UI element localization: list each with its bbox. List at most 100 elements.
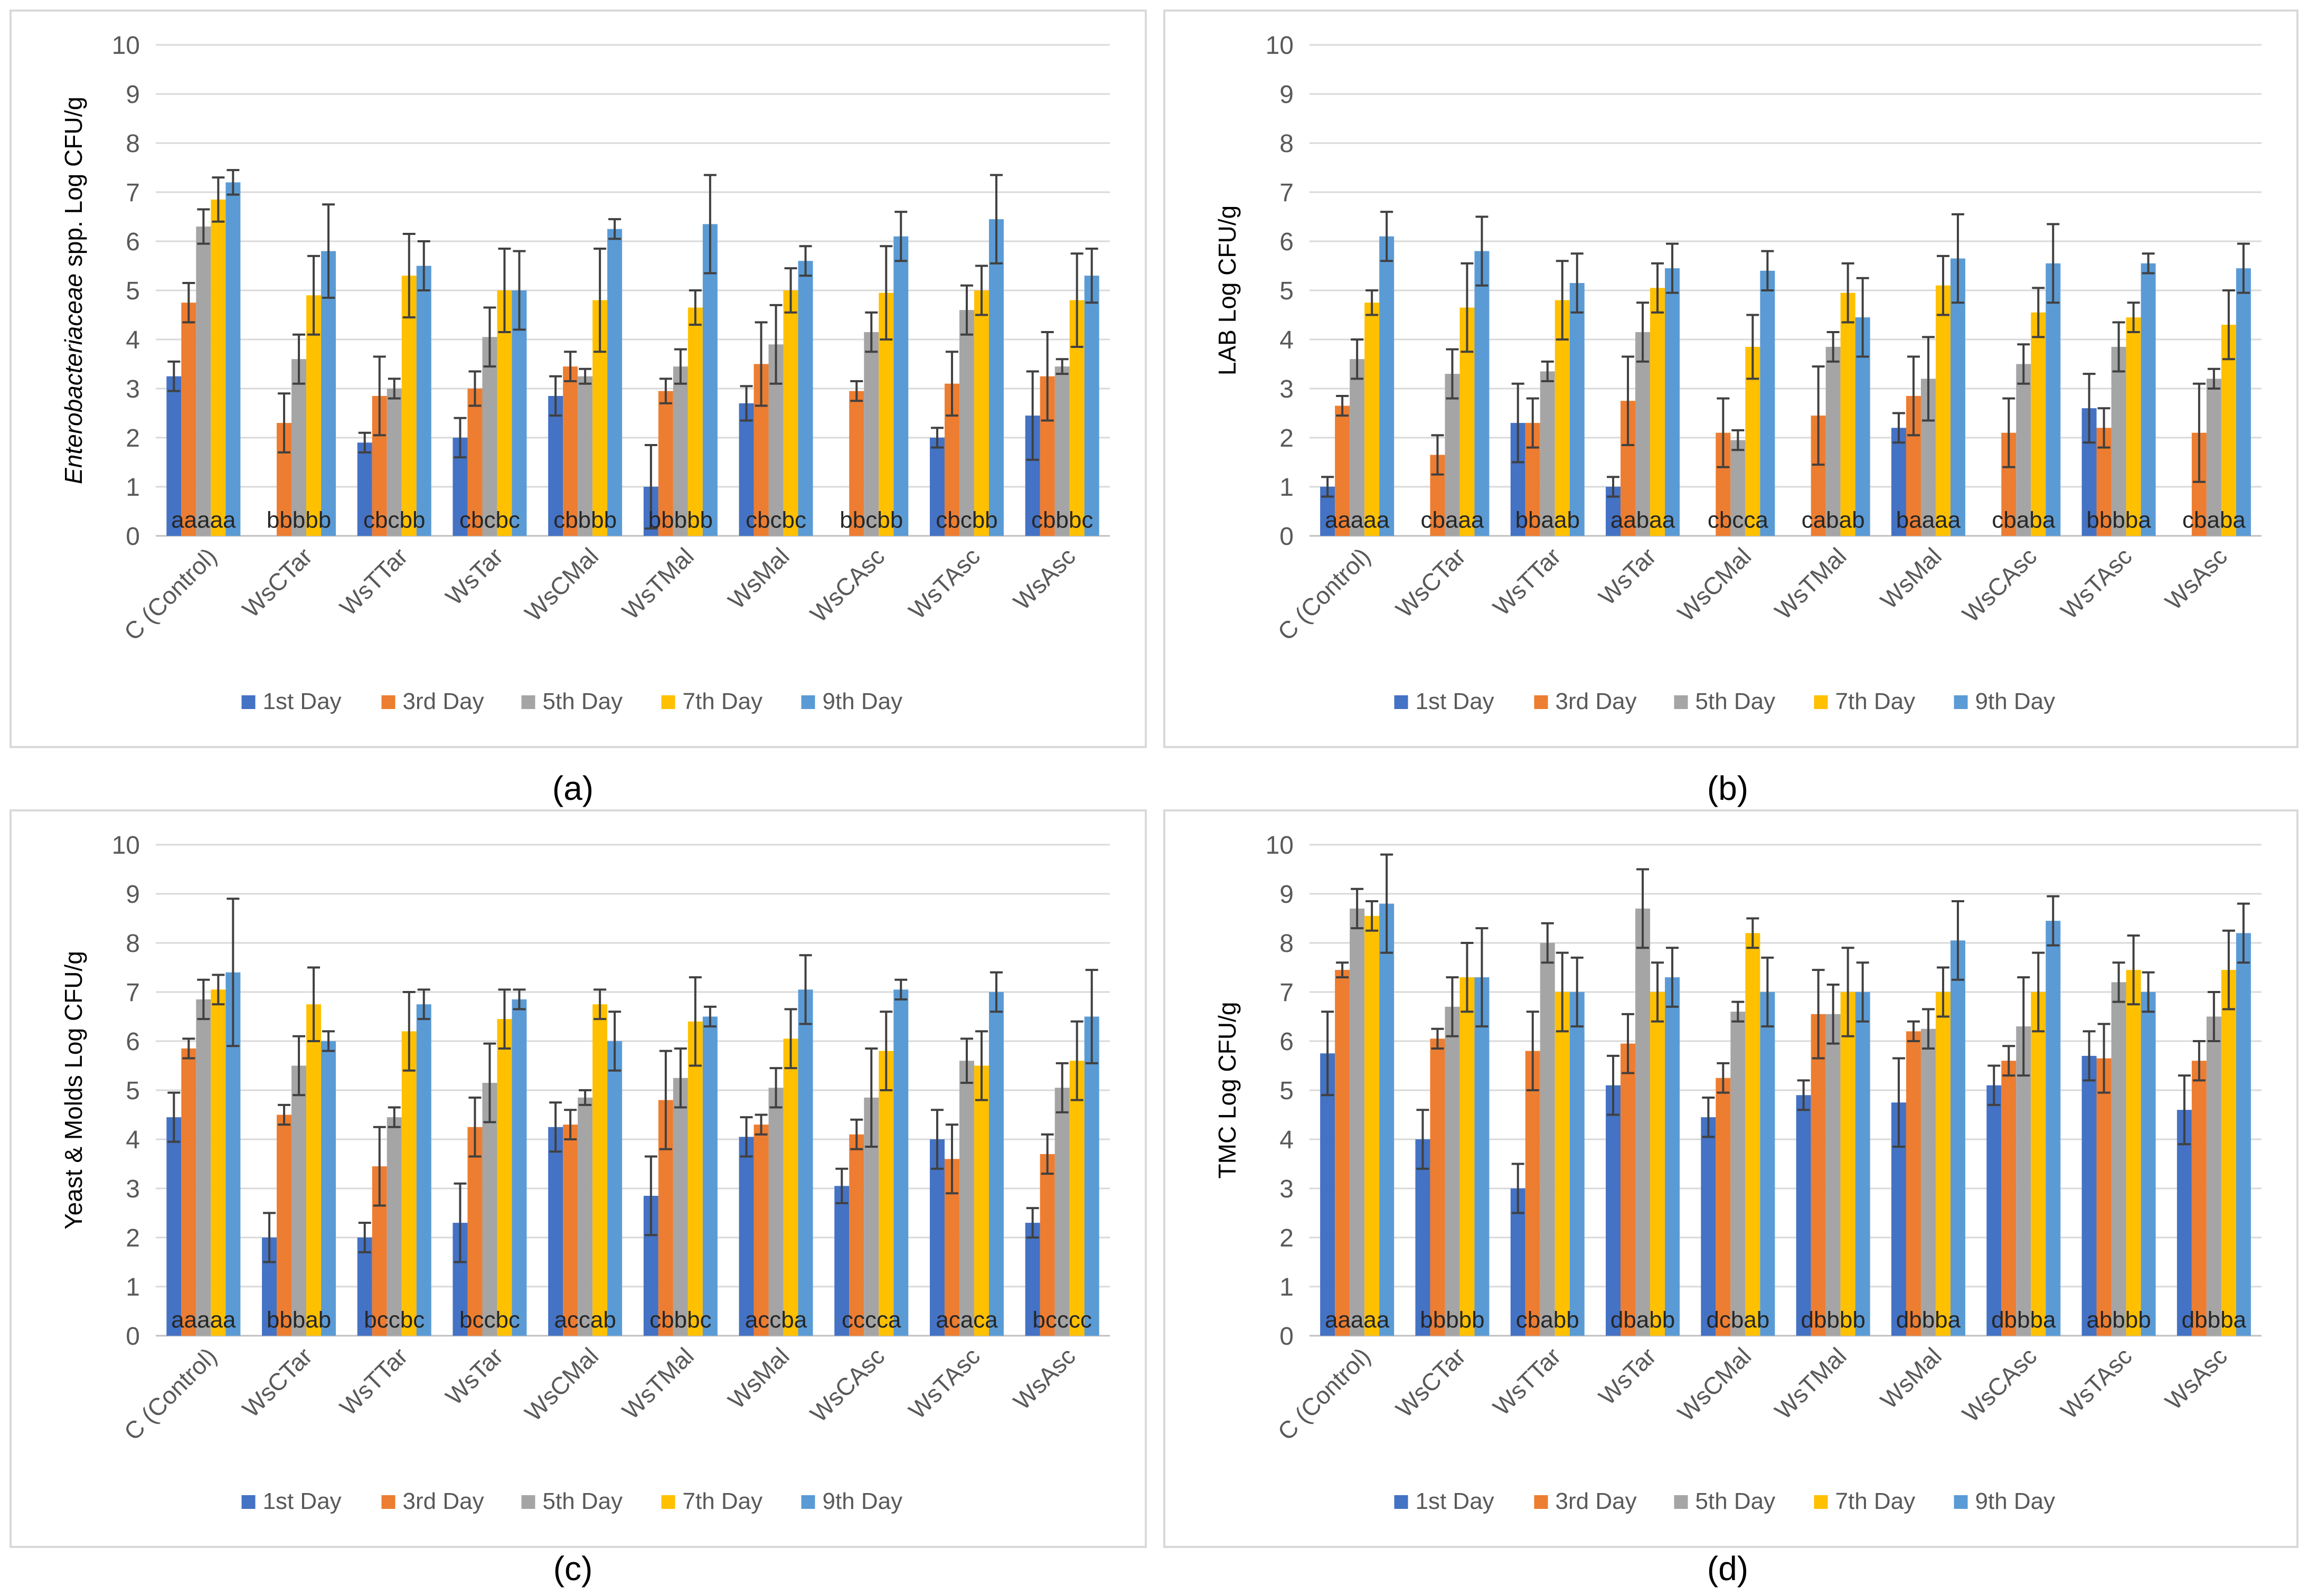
bar xyxy=(401,1031,417,1336)
bar xyxy=(2016,1026,2031,1336)
bar xyxy=(849,1134,864,1336)
legend-swatch xyxy=(661,695,675,709)
bar xyxy=(1701,1117,1716,1336)
legend-label: 5th Day xyxy=(543,688,623,714)
legend-swatch xyxy=(1674,1495,1688,1509)
y-tick-label: 1 xyxy=(1279,1273,1294,1301)
significance-letters: abbbb xyxy=(2086,1307,2151,1333)
bar xyxy=(1855,992,1870,1336)
bar xyxy=(2031,312,2046,536)
y-tick-label: 8 xyxy=(126,130,140,158)
bar xyxy=(1320,1053,1335,1336)
y-tick-label: 10 xyxy=(112,32,140,60)
bar xyxy=(1364,915,1380,1336)
bar xyxy=(2236,933,2251,1336)
y-tick-label: 6 xyxy=(126,1028,140,1056)
significance-letters: dbbba xyxy=(1896,1307,1961,1333)
bar xyxy=(798,989,813,1336)
legend-label: 5th Day xyxy=(1695,1488,1776,1514)
bar xyxy=(2126,970,2141,1336)
bar xyxy=(929,438,945,536)
bar xyxy=(974,1065,989,1336)
bar xyxy=(2191,1061,2207,1336)
bar xyxy=(1540,943,1555,1336)
legend-swatch xyxy=(381,695,395,709)
bar xyxy=(1350,359,1365,536)
legend-swatch xyxy=(1534,1495,1548,1509)
bar xyxy=(467,389,483,536)
bar xyxy=(702,1016,718,1336)
significance-letters: bccbc xyxy=(459,1307,520,1333)
bar xyxy=(1811,1014,1826,1336)
bar xyxy=(1379,236,1395,536)
legend-swatch xyxy=(801,695,815,709)
bar xyxy=(798,261,813,536)
significance-letters: cbbbb xyxy=(553,507,617,533)
significance-letters: cccca xyxy=(842,1307,901,1333)
bar xyxy=(959,1061,974,1336)
bar xyxy=(1745,933,1760,1336)
bar xyxy=(1445,1006,1460,1336)
bar xyxy=(864,332,879,536)
bar xyxy=(1040,1154,1055,1336)
legend-label: 1st Day xyxy=(1416,688,1494,714)
bar xyxy=(2141,992,2156,1336)
legend-label: 9th Day xyxy=(823,1488,903,1514)
bar xyxy=(1621,1043,1636,1336)
y-tick-label: 6 xyxy=(1279,1028,1294,1056)
bar xyxy=(1054,366,1070,536)
bar xyxy=(1950,940,1965,1336)
bar xyxy=(166,376,182,536)
y-tick-label: 2 xyxy=(1279,424,1294,452)
legend-swatch xyxy=(1954,695,1968,709)
y-tick-label: 7 xyxy=(1279,179,1294,207)
bar xyxy=(1650,992,1665,1336)
y-tick-label: 5 xyxy=(126,277,140,305)
bar xyxy=(1665,268,1680,536)
y-tick-label: 0 xyxy=(126,523,140,551)
bar xyxy=(1335,970,1350,1336)
legend-swatch xyxy=(1394,695,1408,709)
bar xyxy=(1569,283,1585,536)
y-tick-label: 3 xyxy=(1279,1175,1294,1203)
bar xyxy=(563,366,578,536)
bar xyxy=(607,1041,623,1336)
significance-letters: cbbbc xyxy=(649,1307,711,1333)
bar xyxy=(211,199,226,536)
legend-swatch xyxy=(801,1495,815,1509)
bar xyxy=(1920,1028,1936,1336)
legend-swatch xyxy=(241,695,256,709)
legend-label: 9th Day xyxy=(1975,688,2056,714)
bar xyxy=(1665,977,1680,1336)
y-tick-label: 1 xyxy=(1279,474,1294,502)
bar xyxy=(1350,908,1365,1336)
y-tick-label: 9 xyxy=(126,881,140,909)
bar xyxy=(1364,303,1380,536)
bar xyxy=(879,1051,894,1336)
significance-letters: baaaa xyxy=(1896,507,1961,533)
bar xyxy=(387,1117,402,1336)
bar xyxy=(1935,285,1951,536)
legend-swatch xyxy=(1954,1495,1968,1509)
bar xyxy=(578,376,593,536)
legend-label: 3rd Day xyxy=(1556,688,1637,714)
y-tick-label: 7 xyxy=(1279,979,1294,1007)
bar xyxy=(166,1117,182,1336)
bar xyxy=(291,359,307,536)
significance-letters: aaaaa xyxy=(1325,1307,1390,1333)
bar xyxy=(1760,992,1775,1336)
bar xyxy=(467,1127,483,1336)
bar xyxy=(211,989,226,1336)
y-tick-label: 10 xyxy=(1266,32,1294,60)
significance-letters: aabaa xyxy=(1610,507,1675,533)
bar xyxy=(482,1083,497,1336)
significance-letters: cbaba xyxy=(1992,507,2055,533)
y-axis-label: LAB Log CFU/g xyxy=(1213,205,1241,375)
legend-label: 3rd Day xyxy=(403,688,484,714)
legend-label: 3rd Day xyxy=(403,1488,484,1514)
significance-letters: cbcbc xyxy=(746,507,806,533)
bar xyxy=(1635,908,1651,1336)
bar xyxy=(1730,440,1746,536)
bar xyxy=(592,1004,608,1336)
bar xyxy=(988,992,1004,1336)
